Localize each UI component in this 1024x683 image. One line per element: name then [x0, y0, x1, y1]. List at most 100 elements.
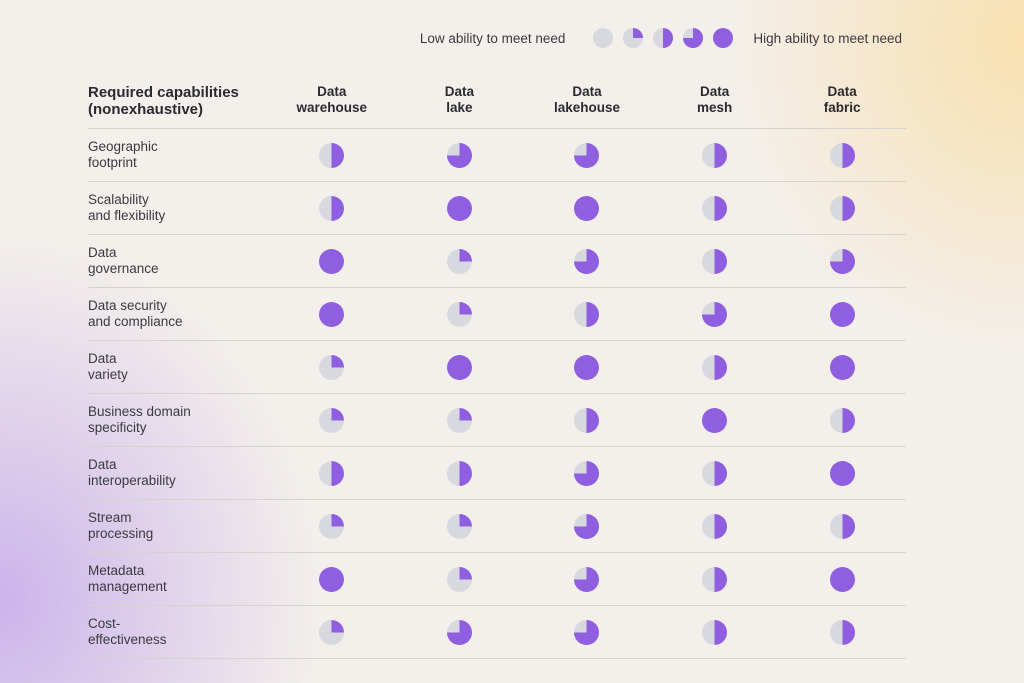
- harvey-ball: [574, 619, 600, 645]
- rating-cell: [651, 301, 779, 327]
- rating-cell: [523, 513, 651, 539]
- harvey-ball: [446, 354, 472, 380]
- row-label: Data security and compliance: [88, 298, 183, 329]
- rating-cell: [778, 407, 906, 433]
- rating-cell: [396, 513, 524, 539]
- harvey-ball: [446, 619, 472, 645]
- rating-cell: [778, 460, 906, 486]
- rating-cell: [523, 248, 651, 274]
- harvey-ball: [574, 460, 600, 486]
- rating-cell: [651, 460, 779, 486]
- rating-cell: [778, 301, 906, 327]
- table-row: Cost- effectiveness: [88, 606, 906, 659]
- harvey-ball: [574, 354, 600, 380]
- rating-cell: [778, 195, 906, 221]
- table-body: Geographic footprint Scalability and flex…: [88, 129, 906, 659]
- row-label: Data interoperability: [88, 457, 176, 488]
- harvey-ball: [829, 513, 855, 539]
- rating-cell: [523, 460, 651, 486]
- table-header: Required capabilities (nonexhaustive) Da…: [88, 80, 906, 129]
- harvey-ball: [702, 460, 728, 486]
- column-header: Data warehouse: [296, 84, 368, 115]
- harvey-ball: [829, 407, 855, 433]
- rating-cell: [651, 142, 779, 168]
- harvey-ball: [446, 301, 472, 327]
- harvey-ball: [702, 619, 728, 645]
- harvey-ball: [574, 407, 600, 433]
- harvey-ball: [702, 142, 728, 168]
- rating-cell: [396, 619, 524, 645]
- row-label: Data governance: [88, 245, 159, 276]
- harvey-ball: [702, 513, 728, 539]
- rating-cell: [778, 513, 906, 539]
- legend-ball-2: [653, 28, 674, 48]
- table-row: Data security and compliance: [88, 288, 906, 341]
- harvey-ball: [319, 248, 345, 274]
- rating-cell: [396, 407, 524, 433]
- column-header: Data lake: [444, 84, 475, 115]
- rating-cell: [396, 195, 524, 221]
- harvey-ball: [446, 142, 472, 168]
- harvey-ball: [319, 407, 345, 433]
- table-row: Scalability and flexibility: [88, 182, 906, 235]
- rating-cell: [651, 513, 779, 539]
- harvey-ball: [446, 248, 472, 274]
- rating-cell: [396, 142, 524, 168]
- harvey-ball: [702, 566, 728, 592]
- rating-cell: [651, 248, 779, 274]
- rating-cell: [396, 354, 524, 380]
- rating-cell: [268, 195, 396, 221]
- harvey-ball: [446, 513, 472, 539]
- legend-scale: [593, 28, 734, 48]
- harvey-ball: [446, 195, 472, 221]
- rating-cell: [268, 301, 396, 327]
- row-label: Cost- effectiveness: [88, 616, 167, 647]
- legend-ball-1: [623, 28, 644, 48]
- harvey-ball: [829, 142, 855, 168]
- table-row: Data variety: [88, 341, 906, 394]
- rating-cell: [651, 195, 779, 221]
- table-row: Metadata management: [88, 553, 906, 606]
- row-label: Metadata management: [88, 563, 167, 594]
- rating-cell: [651, 619, 779, 645]
- row-label: Geographic footprint: [88, 139, 158, 170]
- rating-cell: [651, 566, 779, 592]
- row-label: Scalability and flexibility: [88, 192, 166, 223]
- rating-cell: [651, 354, 779, 380]
- harvey-ball: [319, 354, 345, 380]
- row-label: Business domain specificity: [88, 404, 191, 435]
- rating-cell: [523, 619, 651, 645]
- rating-cell: [523, 142, 651, 168]
- harvey-ball: [319, 619, 345, 645]
- rating-cell: [268, 354, 396, 380]
- rating-cell: [396, 301, 524, 327]
- harvey-ball: [829, 301, 855, 327]
- rating-cell: [778, 354, 906, 380]
- harvey-ball: [702, 248, 728, 274]
- legend: Low ability to meet need High ability to…: [420, 28, 902, 48]
- rating-cell: [268, 248, 396, 274]
- rating-cell: [268, 407, 396, 433]
- harvey-ball: [702, 301, 728, 327]
- harvey-ball: [319, 195, 345, 221]
- rating-cell: [268, 513, 396, 539]
- rating-cell: [268, 460, 396, 486]
- rating-cell: [523, 195, 651, 221]
- table-row: Geographic footprint: [88, 129, 906, 182]
- table-row: Data interoperability: [88, 447, 906, 500]
- harvey-ball: [829, 354, 855, 380]
- harvey-ball: [829, 195, 855, 221]
- rating-cell: [523, 407, 651, 433]
- harvey-ball: [574, 142, 600, 168]
- rating-cell: [396, 460, 524, 486]
- table-row: Data governance: [88, 235, 906, 288]
- harvey-ball: [446, 460, 472, 486]
- table-row: Stream processing: [88, 500, 906, 553]
- legend-ball-0: [593, 28, 614, 48]
- rating-cell: [778, 248, 906, 274]
- harvey-ball: [829, 619, 855, 645]
- row-label: Data variety: [88, 351, 128, 382]
- harvey-ball: [319, 301, 345, 327]
- rating-cell: [396, 248, 524, 274]
- harvey-ball: [574, 566, 600, 592]
